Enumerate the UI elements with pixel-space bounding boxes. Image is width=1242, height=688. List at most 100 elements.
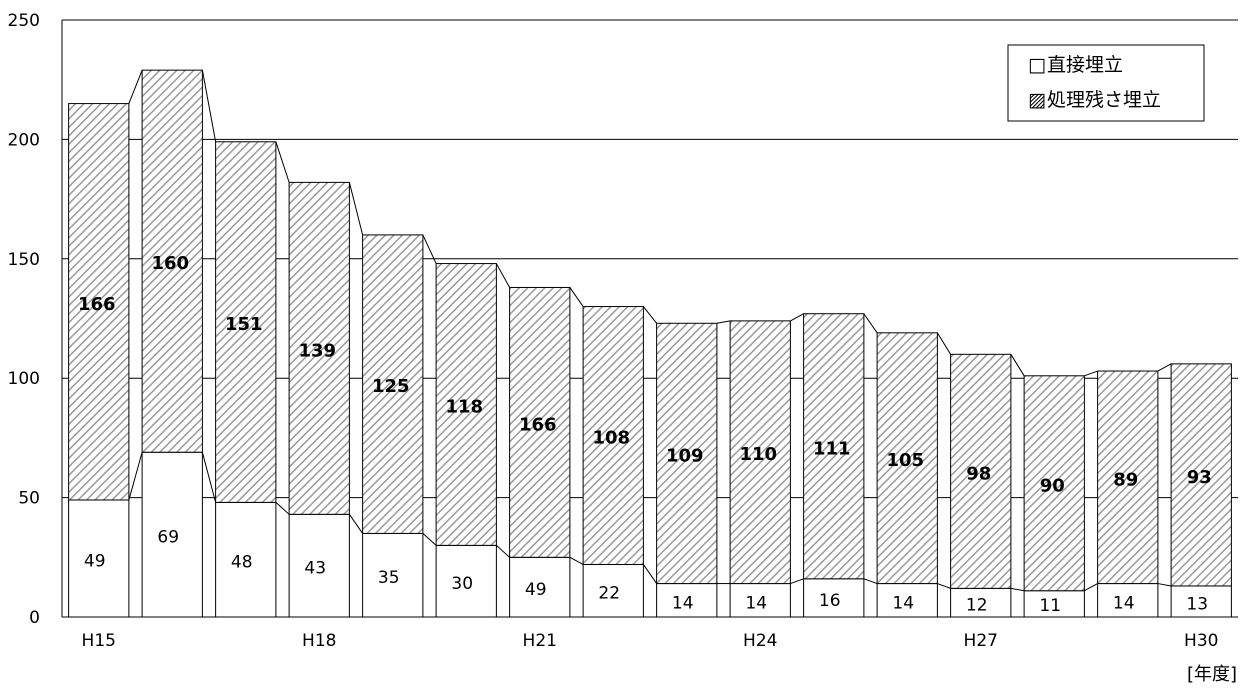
bar-residue-H20 — [435, 263, 497, 546]
y-tick-label: 100 — [8, 369, 40, 389]
bar-residue-H25 — [803, 313, 865, 580]
bar-direct-H28 — [1023, 590, 1085, 618]
data-label-residue: 89 — [1113, 469, 1138, 490]
series-line-top — [1157, 363, 1172, 372]
series-line-top — [1010, 354, 1025, 377]
series-line-mid — [1010, 587, 1025, 592]
bar-direct-H22 — [582, 563, 644, 618]
y-tick-label: 0 — [29, 608, 40, 628]
x-tick-label: H18 — [302, 631, 336, 651]
series-line-top — [1084, 370, 1098, 377]
legend-symbol-residue: ▨ — [1028, 89, 1046, 111]
data-label-direct: 49 — [525, 580, 547, 600]
x-tick-label: H30 — [1184, 631, 1218, 651]
series-line-mid — [642, 564, 658, 584]
series-line-top — [936, 332, 952, 355]
data-label-residue: 90 — [1040, 475, 1065, 496]
bar-direct-H30 — [1170, 585, 1232, 618]
series-line-mid — [275, 502, 290, 515]
legend: □ 直接埋立 ▨ 処理残さ埋立 — [1007, 44, 1205, 122]
bar-residue-H29 — [1097, 370, 1159, 585]
bar-direct-H20 — [435, 544, 497, 618]
bar-direct-H25 — [803, 578, 865, 618]
data-label-direct: 14 — [892, 593, 914, 613]
bar-residue-H17 — [215, 141, 277, 503]
y-tick-label: 150 — [8, 250, 40, 270]
bar-residue-H19 — [362, 234, 424, 534]
data-label-direct: 12 — [966, 596, 988, 616]
series-line-mid — [569, 556, 584, 565]
data-label-residue: 108 — [592, 428, 630, 449]
data-labels: 49 166 69 160 48 151 43 139 35 125 30 118 49 166 22 108… — [78, 253, 1212, 616]
data-label-direct: 11 — [1039, 596, 1061, 616]
data-label-residue: 166 — [519, 414, 557, 435]
data-label-residue: 109 — [666, 445, 704, 466]
data-label-direct: 43 — [304, 559, 326, 579]
data-label-residue: 139 — [298, 340, 336, 361]
series-connector-lines — [128, 69, 1172, 592]
data-label-direct: 69 — [157, 528, 179, 548]
data-label-residue: 111 — [813, 438, 851, 459]
series-line-top — [201, 70, 217, 142]
data-label-direct: 16 — [819, 591, 841, 611]
bar-residue-H28 — [1023, 375, 1085, 592]
bar-direct-H21 — [509, 556, 571, 618]
series-line-top — [790, 313, 804, 322]
series-line-mid — [422, 533, 437, 546]
data-label-residue: 166 — [78, 294, 116, 315]
series-line-mid — [348, 514, 364, 534]
data-label-residue: 151 — [225, 314, 263, 335]
bar-residue-H27 — [950, 353, 1012, 589]
bar-residue-H26 — [876, 332, 938, 585]
data-label-direct: 13 — [1186, 594, 1208, 614]
data-label-direct: 48 — [231, 553, 253, 573]
series-line-top — [128, 69, 143, 104]
bar-direct-H23 — [656, 583, 718, 618]
y-tick-label: 50 — [18, 489, 40, 509]
data-label-residue: 118 — [445, 396, 483, 417]
data-label-residue: 110 — [739, 444, 777, 465]
legend-box — [1007, 44, 1205, 122]
bar-residue-H22 — [582, 306, 644, 565]
series-line-top — [642, 306, 658, 324]
series-line-mid — [863, 578, 878, 585]
series-line-mid — [1084, 583, 1098, 592]
series-line-top — [275, 141, 290, 183]
y-tick-label: 250 — [8, 11, 40, 31]
bar-residue-H21 — [509, 286, 571, 558]
data-label-direct: 14 — [1113, 593, 1135, 613]
data-label-direct: 49 — [84, 551, 106, 571]
bar-residue-H16 — [141, 69, 203, 453]
series-line-top — [422, 234, 437, 264]
bar-residue-H24 — [729, 320, 791, 585]
x-axis: H15 H18 H21 H24 H27 H30 — [62, 616, 1238, 651]
legend-label-residue: 処理残さ埋立 — [1047, 89, 1161, 111]
bar-direct-H29 — [1097, 583, 1159, 618]
series-line-mid — [1157, 583, 1172, 587]
legend-label-direct: 直接埋立 — [1047, 54, 1123, 76]
data-label-direct: 14 — [672, 593, 694, 613]
bar-direct-H27 — [950, 587, 1012, 618]
series-line-mid — [937, 583, 951, 589]
series-line-top — [716, 320, 731, 324]
bar-direct-H15 — [68, 499, 130, 618]
x-tick-label: H21 — [523, 631, 557, 651]
data-label-direct: 22 — [598, 584, 620, 604]
series-line-mid — [496, 544, 510, 558]
data-label-residue: 125 — [372, 376, 410, 397]
y-axis: 0 50 100 150 200 250 — [8, 11, 63, 628]
data-label-residue: 160 — [151, 253, 189, 274]
legend-symbol-direct: □ — [1028, 54, 1046, 76]
series-line-mid — [790, 578, 804, 585]
series-line-top — [495, 263, 511, 288]
bar-direct-H18 — [288, 513, 350, 618]
x-tick-label: H24 — [743, 631, 777, 651]
y-tick-label: 200 — [8, 130, 40, 150]
x-tick-label: H15 — [82, 631, 116, 651]
data-label-direct: 35 — [378, 568, 400, 588]
data-label-residue: 105 — [886, 450, 924, 471]
series-line-mid — [201, 452, 217, 503]
data-label-residue: 98 — [966, 463, 991, 484]
data-label-residue: 93 — [1187, 467, 1212, 488]
